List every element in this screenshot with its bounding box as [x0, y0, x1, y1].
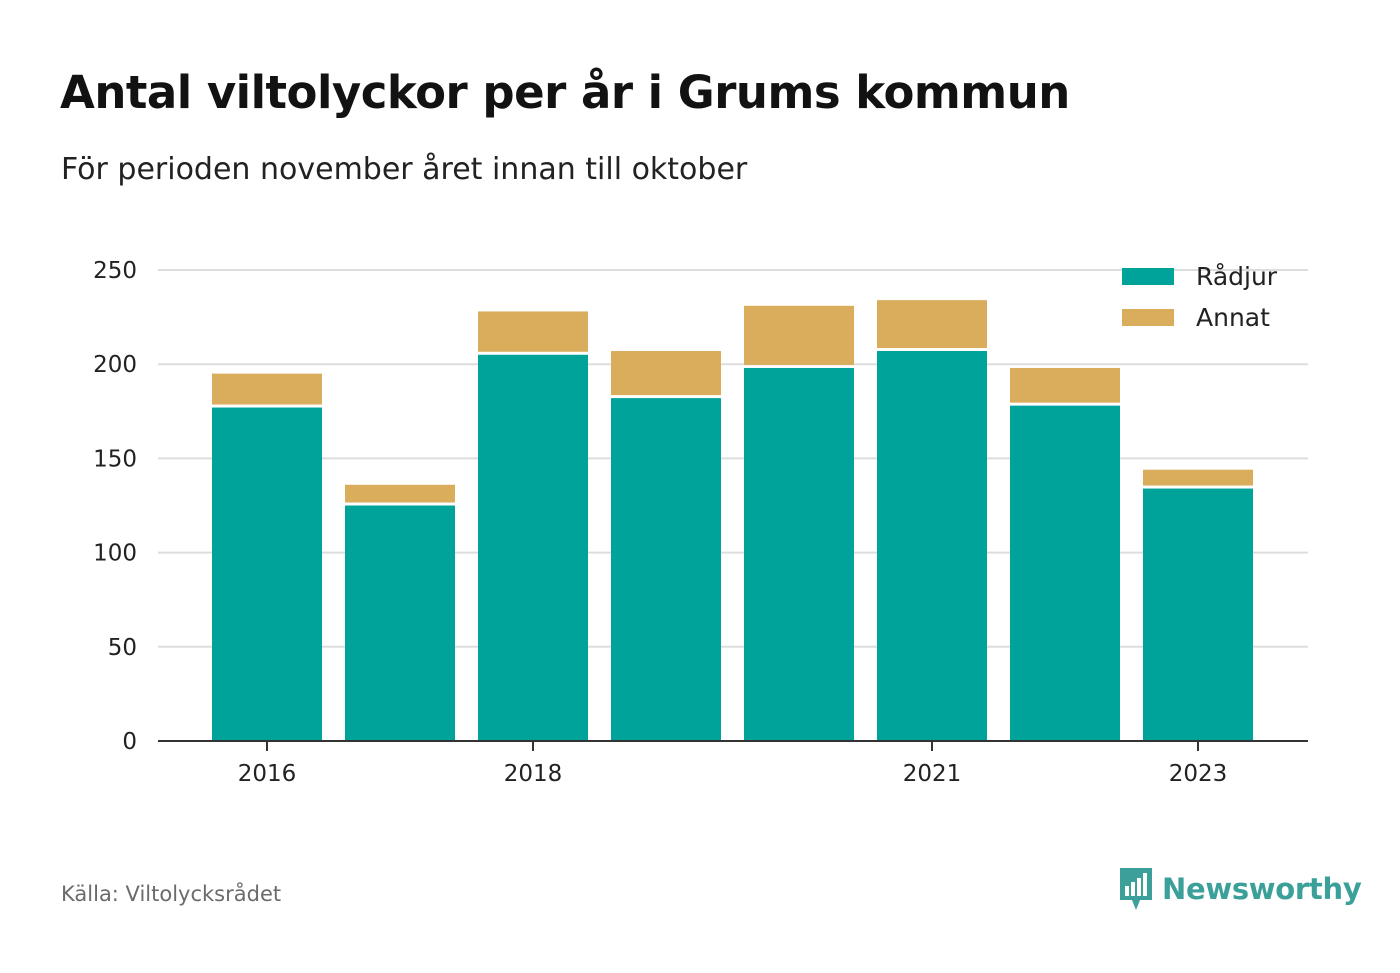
- brand-logo: Newsworthy: [1118, 866, 1362, 912]
- brand-name: Newsworthy: [1162, 872, 1362, 906]
- legend: Rådjur Annat: [1122, 262, 1278, 332]
- x-tick-label: 2023: [1169, 761, 1228, 787]
- x-tick-label: 2021: [903, 761, 962, 787]
- bar-annat-2022: [1010, 367, 1120, 403]
- bar-radjur-2023: [1143, 488, 1253, 741]
- bar-radjur-2019: [611, 398, 721, 741]
- bar-radjur-2021: [877, 351, 987, 741]
- bar-annat-2020: [744, 305, 854, 365]
- bar-chart-speech-bubble-icon: [1120, 868, 1152, 910]
- bar-annat-2023: [1143, 469, 1253, 486]
- bar-radjur-2016: [212, 407, 322, 741]
- y-tick-label: 150: [93, 446, 137, 472]
- y-tick-label: 0: [122, 729, 137, 755]
- source-note: Källa: Viltolycksrådet: [61, 882, 282, 906]
- chart-subtitle: För perioden november året innan till ok…: [61, 152, 748, 187]
- x-tick-label: 2016: [238, 761, 297, 787]
- y-tick-label: 100: [93, 541, 137, 567]
- chart-title: Antal viltolyckor per år i Grums kommun: [60, 66, 1070, 119]
- bar-annat-2019: [611, 351, 721, 396]
- bar-radjur-2022: [1010, 405, 1120, 741]
- legend-label: Annat: [1196, 303, 1270, 332]
- x-tick-label: 2018: [504, 761, 563, 787]
- bar-radjur-2020: [744, 367, 854, 741]
- axes: 0 50 100 150 200 250 2016 2018 2021 2023: [93, 258, 1308, 787]
- y-tick-label: 50: [108, 635, 137, 661]
- bar-annat-2016: [212, 373, 322, 405]
- bar-annat-2017: [345, 484, 455, 503]
- bar-radjur-2018: [478, 354, 588, 741]
- bar-radjur-2017: [345, 505, 455, 741]
- bars: [212, 300, 1253, 741]
- bar-annat-2018: [478, 311, 588, 352]
- bar-annat-2021: [877, 300, 987, 349]
- y-tick-label: 250: [93, 258, 137, 284]
- legend-label: Rådjur: [1196, 262, 1278, 291]
- legend-swatch: [1122, 309, 1174, 326]
- grid-lines: [158, 269, 1308, 648]
- y-tick-label: 200: [93, 352, 137, 378]
- legend-swatch: [1122, 268, 1174, 285]
